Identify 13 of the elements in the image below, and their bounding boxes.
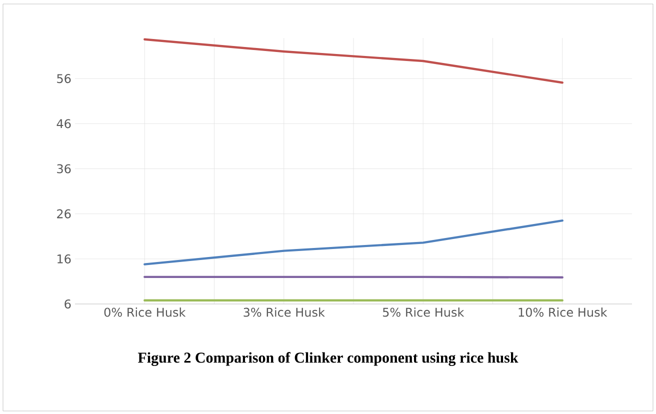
line-series (144, 219, 564, 266)
x-tick-label: 5% Rice Husk (382, 308, 464, 317)
x-tick-label: 10% Rice Husk (518, 308, 608, 317)
y-tick-label: 16 (58, 254, 71, 264)
y-tick-label: 26 (57, 209, 71, 218)
x-tick-label: 3% Rice Husk (244, 308, 325, 317)
line-series (144, 38, 564, 84)
y-tick-label: 6 (64, 299, 71, 309)
text: Figure 2 Comparison of Clinker component using rice husk (138, 352, 518, 366)
y-tick-label: 36 (57, 164, 71, 174)
y-tick-label: 46 (56, 119, 71, 128)
y-tick-label: 56 (57, 74, 71, 84)
x-tick-label: 0% Rice Husk (104, 308, 186, 317)
